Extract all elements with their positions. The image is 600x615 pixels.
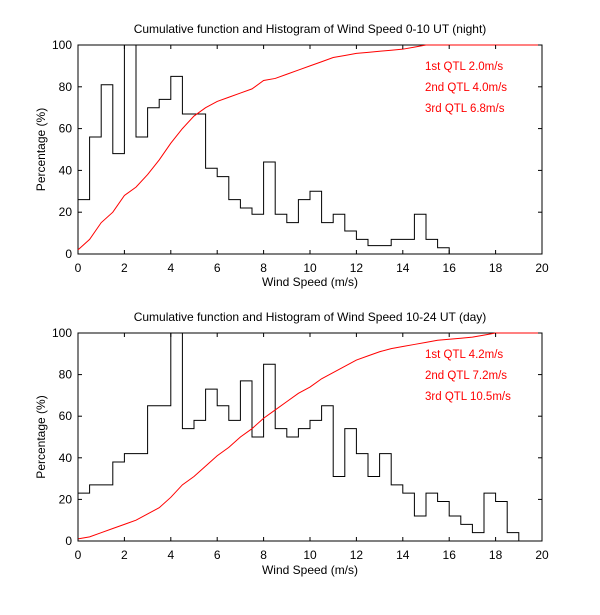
x-tick-label: 0 [75, 548, 82, 562]
chart-day: Cumulative function and Histogram of Win… [34, 310, 549, 577]
y-tick-label: 100 [52, 38, 72, 52]
chart-title: Cumulative function and Histogram of Win… [134, 310, 487, 324]
y-tick-label: 100 [52, 326, 72, 340]
y-tick-label: 20 [59, 205, 73, 219]
annotation-first-quartile: 1st QTL 4.2m/s [425, 349, 503, 361]
annotation-third-quartile: 3rd QTL 10.5m/s [425, 391, 511, 403]
annotation-first-quartile: 1st QTL 2.0m/s [425, 61, 503, 73]
quartile-annotations: 1st QTL 4.2m/s 2nd QTL 7.2m/s 3rd QTL 10… [425, 349, 511, 403]
x-tick-label: 12 [350, 261, 364, 275]
x-tick-label: 18 [489, 261, 503, 275]
plot-marks [77, 44, 542, 254]
histogram-series [77, 332, 520, 541]
x-tick-label: 10 [303, 548, 317, 562]
y-axis: 0 20 40 60 80 100 [52, 326, 72, 548]
annotation-second-quartile: 2nd QTL 4.0m/s [425, 82, 507, 94]
chart-title: Cumulative function and Histogram of Win… [134, 22, 487, 36]
x-axis: 0 2 4 6 8 10 12 14 16 18 20 [75, 261, 549, 275]
cumulative-series [77, 332, 542, 540]
y-tick-label: 20 [59, 492, 73, 506]
x-tick-label: 14 [396, 261, 410, 275]
quartile-annotations: 1st QTL 2.0m/s 2nd QTL 4.0m/s 3rd QTL 6.… [425, 61, 507, 115]
y-tick-label: 60 [59, 122, 73, 136]
x-axis-label: Wind Speed (m/s) [262, 563, 358, 577]
y-tick-label: 40 [59, 451, 73, 465]
x-tick-label: 4 [167, 261, 174, 275]
chart-night: Cumulative function and Histogram of Win… [34, 22, 549, 289]
y-tick-label: 0 [65, 247, 72, 261]
annotation-second-quartile: 2nd QTL 7.2m/s [425, 370, 507, 382]
y-tick-label: 80 [59, 80, 73, 94]
x-axis-label: Wind Speed (m/s) [262, 275, 358, 289]
x-axis: 0 2 4 6 8 10 12 14 16 18 20 [75, 548, 549, 562]
x-tick-label: 8 [260, 261, 267, 275]
cumulative-series [77, 44, 542, 251]
x-tick-label: 16 [443, 548, 457, 562]
x-tick-label: 6 [214, 261, 221, 275]
x-tick-label: 16 [443, 261, 457, 275]
x-tick-label: 4 [167, 548, 174, 562]
annotation-third-quartile: 3rd QTL 6.8m/s [425, 103, 505, 115]
y-tick-label: 0 [65, 534, 72, 548]
x-tick-label: 14 [396, 548, 410, 562]
y-axis-label: Percentage (%) [34, 108, 48, 191]
x-tick-label: 2 [121, 261, 128, 275]
y-tick-label: 40 [59, 163, 73, 177]
plot-marks [77, 332, 542, 541]
x-tick-label: 18 [489, 548, 503, 562]
y-tick-label: 60 [59, 409, 73, 423]
x-tick-label: 20 [535, 548, 549, 562]
x-tick-label: 6 [214, 548, 221, 562]
x-tick-label: 8 [260, 548, 267, 562]
x-tick-label: 20 [535, 261, 549, 275]
histogram-series [77, 44, 450, 254]
y-tick-label: 80 [59, 368, 73, 382]
y-axis: 0 20 40 60 80 100 [52, 38, 72, 261]
x-tick-label: 2 [121, 548, 128, 562]
x-tick-label: 10 [303, 261, 317, 275]
x-tick-label: 12 [350, 548, 364, 562]
y-axis-label: Percentage (%) [34, 395, 48, 478]
x-tick-label: 0 [75, 261, 82, 275]
